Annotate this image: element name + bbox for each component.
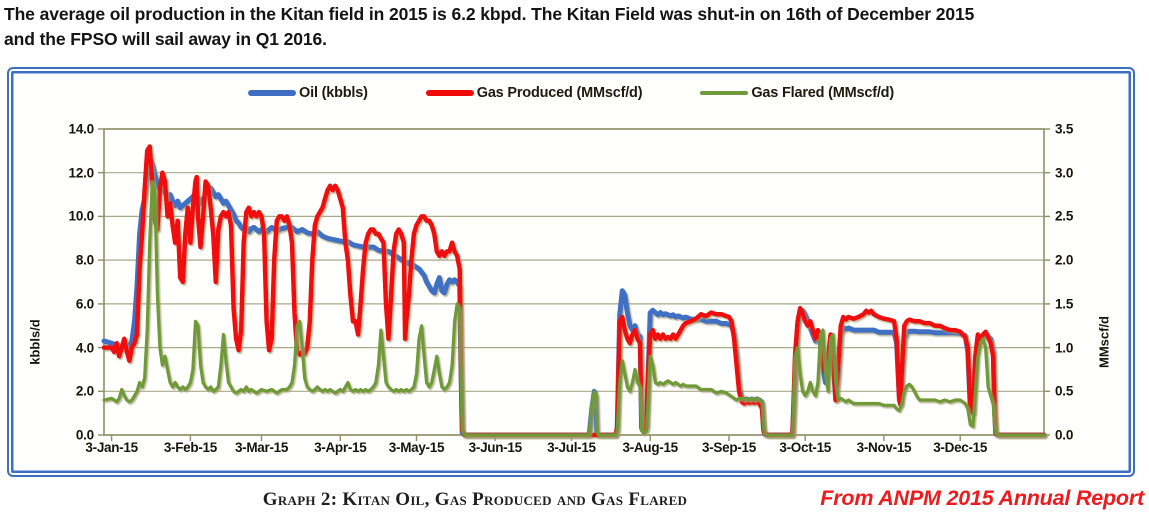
legend-label-gas-produced: Gas Produced (MMscf/d) [476,85,643,101]
y-left-tick-label: 8.0 [75,252,94,268]
y-left-tick-label: 4.0 [75,340,94,356]
x-tick-label: 3-Mar-15 [234,440,289,455]
legend-item-gas-flared: Gas Flared (MMscf/d) [700,85,894,101]
figure-caption: Graph 2: Kitan Oil, Gas Produced and Gas… [262,489,688,510]
x-tick-label: 3-Apr-15 [314,440,367,455]
y-right-tick-label: 2.5 [1055,208,1074,224]
x-tick-label: 3-Nov-15 [856,440,912,455]
x-tick-label: 3-Oct-15 [779,440,831,455]
y-right-tick-label: 3.0 [1055,165,1074,181]
legend-item-oil: Oil (kbbls) [248,85,368,101]
gas-produced-series-line [101,144,1047,438]
legend-label-oil: Oil (kbbls) [299,85,368,101]
legend-swatch-gas-flared [700,90,749,96]
y-left-tick-label: 2.0 [75,383,94,399]
y-left-tick-label: 12.0 [68,165,95,181]
header-text: The average oil production in the Kitan … [4,2,1147,52]
header-line-1: The average oil production in the Kitan … [4,4,975,24]
y-right-tick-label: 3.5 [1055,121,1074,137]
gas-flared-series-line [102,179,1046,437]
x-tick-label: 3-Aug-15 [622,440,679,455]
x-tick-label: 3-Sep-15 [702,440,756,455]
x-tick-label: 3-Jul-15 [547,440,596,455]
x-tick-label: 3-Dec-15 [933,440,988,455]
y-right-tick-label: 0.0 [1055,427,1074,443]
y-axis-title-right: MMscf/d [1096,316,1112,368]
x-tick-label: 3-Jun-15 [468,440,522,455]
y-left-tick-label: 10.0 [68,208,95,224]
y-right-tick-label: 2.0 [1055,252,1074,268]
chart-legend: Oil (kbbls) Gas Produced (MMscf/d) Gas F… [9,85,1133,101]
plot-area: 14.0 12.0 10.0 8.0 6.0 4.0 2.0 0.0 3.5 3.0 2.5 2.0… [69,122,1074,456]
legend-swatch-oil [248,90,297,96]
x-tick-label: 3-Feb-15 [163,440,217,455]
legend-label-gas-flared: Gas Flared (MMscf/d) [751,85,894,101]
legend-item-gas-produced: Gas Produced (MMscf/d) [425,85,643,101]
legend-swatch-gas-produced [425,90,474,96]
y-left-tick-label: 6.0 [75,296,94,312]
header-line-2: and the FPSO will sail away in Q1 2016. [4,29,327,49]
oil-series-line [101,157,1047,438]
y-left-tick-label: 14.0 [68,121,95,137]
attribution-text: From ANPM 2015 Annual Report [820,486,1144,510]
y-right-tick-label: 1.0 [1055,340,1074,356]
x-tick-label: 3-Jan-15 [85,440,138,455]
y-axis-title-left: kbbls/d [27,319,43,365]
caption-row: Graph 2: Kitan Oil, Gas Produced and Gas… [0,486,1149,520]
y-left-tick-label: 0.0 [75,427,94,443]
plot-svg [98,128,1050,441]
x-tick-label: 3-May-15 [388,440,445,455]
y-right-tick-label: 0.5 [1055,383,1074,399]
chart-panel: Oil (kbbls) Gas Produced (MMscf/d) Gas F… [7,67,1135,477]
y-right-tick-label: 1.5 [1055,296,1074,312]
